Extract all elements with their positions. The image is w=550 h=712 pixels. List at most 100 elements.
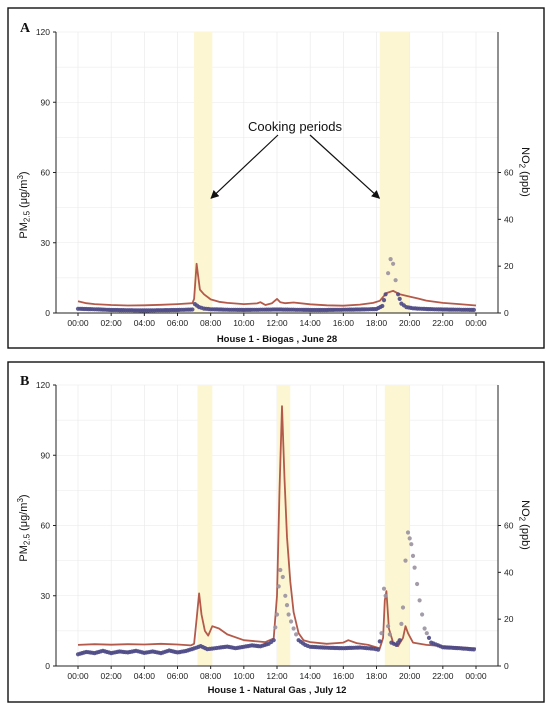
y-left-tick-label: 30 xyxy=(41,238,51,248)
series-point-pm25 xyxy=(284,603,290,608)
series-point-pm25 xyxy=(410,553,416,559)
panel-frame xyxy=(7,361,545,703)
x-tick-label: 02:00 xyxy=(101,671,123,681)
series-point-pm25 xyxy=(280,574,285,580)
x-tick-label: 00:00 xyxy=(67,671,89,681)
series-point-pm25 xyxy=(407,536,412,541)
x-tick-label: 20:00 xyxy=(399,318,421,328)
x-tick-label: 18:00 xyxy=(366,671,388,681)
series-point-pm25 xyxy=(391,261,396,266)
y-right-tick-label: 0 xyxy=(504,661,509,671)
series-point-pm25 xyxy=(276,584,281,589)
x-tick-label: 10:00 xyxy=(233,318,255,328)
series-point-pm25 xyxy=(386,624,391,629)
series-point-pm25 xyxy=(190,307,195,312)
x-tick-label: 08:00 xyxy=(200,671,222,681)
series-point-pm25 xyxy=(424,631,429,636)
x-tick-label: 12:00 xyxy=(266,318,288,328)
y-left-tick-label: 120 xyxy=(36,380,50,390)
series-point-pm25 xyxy=(289,619,294,624)
y-left-tick-label: 30 xyxy=(41,591,51,601)
y-axis-left-title: PM2.5 (μg/m3) xyxy=(16,494,32,561)
series-point-pm25 xyxy=(405,530,411,535)
y-left-tick-label: 0 xyxy=(45,308,50,318)
cooking-period-band xyxy=(197,385,213,666)
annotation-arrow xyxy=(210,134,279,199)
x-tick-label: 08:00 xyxy=(200,318,222,328)
x-tick-label: 10:00 xyxy=(233,671,255,681)
y-axis-right-title: NO2 (ppb) xyxy=(518,500,532,550)
series-point-pm25 xyxy=(412,565,417,570)
y-left-tick-label: 90 xyxy=(41,450,51,460)
y-right-tick-label: 20 xyxy=(504,261,514,271)
series-point-pm25 xyxy=(420,612,425,617)
y-left-tick-label: 90 xyxy=(41,97,51,107)
y-left-tick-label: 0 xyxy=(45,661,50,671)
series-point-pm25 xyxy=(381,298,387,303)
x-tick-label: 18:00 xyxy=(366,318,388,328)
series-point-pm25 xyxy=(278,567,283,573)
series-point-pm25 xyxy=(286,612,291,617)
series-point-pm25 xyxy=(381,586,387,591)
x-tick-label: 04:00 xyxy=(134,671,156,681)
series-point-pm25 xyxy=(386,271,391,276)
x-axis-title: House 1 - Natural Gas , July 12 xyxy=(208,685,347,696)
x-tick-label: 22:00 xyxy=(432,318,454,328)
x-tick-label: 06:00 xyxy=(167,318,189,328)
series-point-pm25 xyxy=(283,593,288,598)
x-tick-label: 20:00 xyxy=(399,671,421,681)
y-right-tick-label: 40 xyxy=(504,214,514,224)
y-right-tick-label: 60 xyxy=(504,168,514,178)
y-left-tick-label: 60 xyxy=(41,168,51,178)
y-left-tick-label: 120 xyxy=(36,27,50,37)
series-point-pm25 xyxy=(471,307,476,312)
series-point-pm25 xyxy=(422,626,427,631)
x-axis-title: House 1 - Biogas , June 28 xyxy=(217,334,337,345)
series-point-pm25 xyxy=(403,558,408,563)
series-point-pm25 xyxy=(271,638,276,643)
x-tick-label: 00:00 xyxy=(465,318,487,328)
series-point-pm25 xyxy=(291,626,296,631)
panel-b: B 00:00 02:00 04:00 06:00 08:00 10:00 12:00 14:… xyxy=(7,361,545,703)
series-point-pm25 xyxy=(426,635,432,641)
x-tick-label: 06:00 xyxy=(167,671,189,681)
series-point-pm25 xyxy=(471,647,476,652)
series-point-pm25 xyxy=(383,292,388,297)
panel-a: A 00:00 02:00 04:00 06:00 08:00 10:00 12:00 14:… xyxy=(7,7,545,349)
y-right-tick-label: 40 xyxy=(504,567,514,577)
y-right-tick-label: 0 xyxy=(504,308,509,318)
x-tick-label: 00:00 xyxy=(67,318,89,328)
series-point-pm25 xyxy=(409,542,414,547)
series-point-pm25 xyxy=(393,278,398,283)
cooking-annotation: Cooking periods xyxy=(210,119,381,199)
series-point-pm25 xyxy=(380,303,385,309)
series-point-pm25 xyxy=(377,639,382,644)
series-point-pm25 xyxy=(387,632,392,637)
series-point-pm25 xyxy=(383,593,388,598)
y-right-tick-label: 20 xyxy=(504,614,514,624)
panel-label: B xyxy=(20,374,29,389)
annotation-text: Cooking periods xyxy=(248,119,342,134)
series-line-no2 xyxy=(77,262,477,307)
cooking-period-band xyxy=(379,32,410,313)
series-point-pm25 xyxy=(273,625,278,630)
series-point-pm25 xyxy=(415,581,420,587)
series-point-pm25 xyxy=(379,631,384,636)
x-tick-label: 12:00 xyxy=(266,671,288,681)
series-point-pm25 xyxy=(417,598,422,603)
panel-frame xyxy=(7,7,545,349)
y-axis-left-title: PM2.5 (μg/m3) xyxy=(16,171,32,238)
x-tick-label: 04:00 xyxy=(134,318,156,328)
x-tick-label: 14:00 xyxy=(300,318,322,328)
y-axis-right-title: NO2 (ppb) xyxy=(518,147,532,197)
annotation-arrow xyxy=(309,134,381,199)
series-point-pm25 xyxy=(388,257,393,262)
x-tick-label: 22:00 xyxy=(432,671,454,681)
series-point-pm25 xyxy=(396,292,401,297)
x-tick-label: 16:00 xyxy=(333,671,355,681)
series-point-pm25 xyxy=(294,632,299,637)
series-point-pm25 xyxy=(274,612,280,617)
cooking-period-band xyxy=(194,32,213,313)
